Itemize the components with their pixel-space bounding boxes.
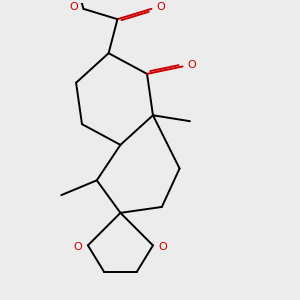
Text: O: O <box>158 242 167 252</box>
Text: O: O <box>157 2 165 12</box>
Text: O: O <box>188 60 196 70</box>
Text: O: O <box>74 242 82 252</box>
Text: O: O <box>70 2 78 12</box>
